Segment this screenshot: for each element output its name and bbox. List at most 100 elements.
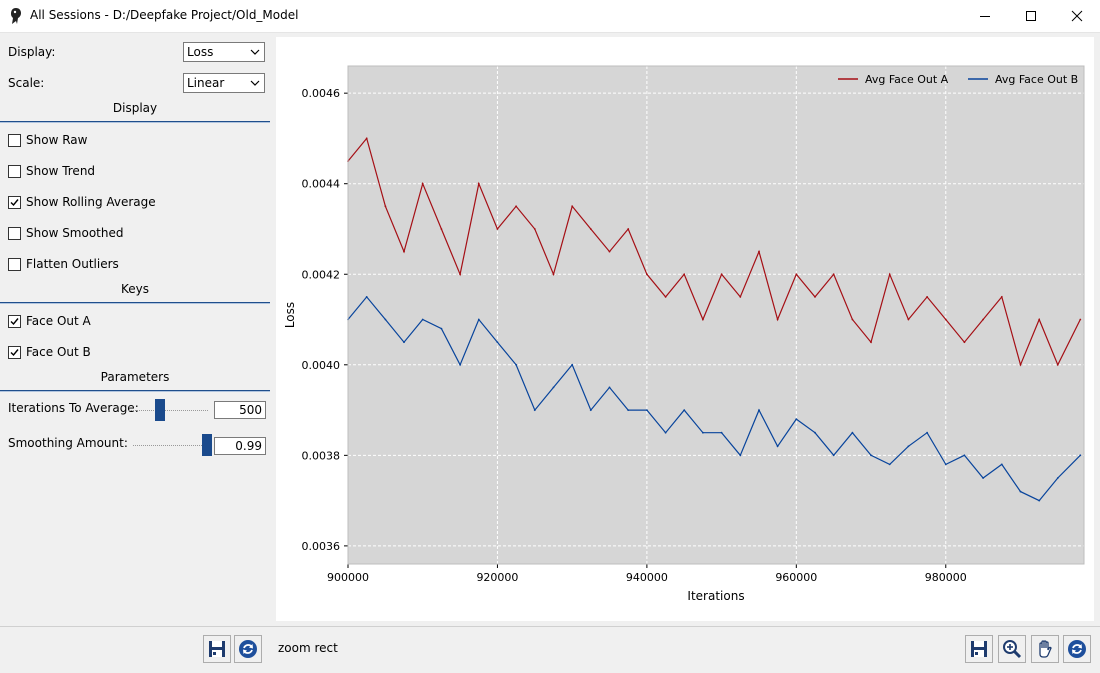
check-icon bbox=[10, 198, 19, 206]
minimize-button[interactable] bbox=[962, 0, 1008, 32]
iterations-slider[interactable] bbox=[128, 410, 208, 411]
option-show-raw[interactable]: Show Raw bbox=[8, 132, 87, 148]
data-point bbox=[440, 327, 443, 330]
iterations-input[interactable]: 500 bbox=[214, 401, 266, 419]
option-show-smoothed[interactable]: Show Smoothed bbox=[8, 225, 124, 241]
option-show-rolling-average[interactable]: Show Rolling Average bbox=[8, 194, 156, 210]
y-tick-label: 0.0040 bbox=[302, 359, 341, 372]
data-point bbox=[776, 445, 779, 448]
data-point bbox=[403, 250, 405, 253]
options-sidebar: Display: Loss Scale: Linear Display Show… bbox=[0, 33, 276, 625]
key-face-out-b[interactable]: Face Out B bbox=[8, 344, 91, 360]
app-icon bbox=[11, 8, 21, 24]
section-divider bbox=[0, 121, 270, 123]
x-tick-label: 980000 bbox=[925, 571, 967, 584]
data-point bbox=[814, 431, 816, 434]
data-point bbox=[1056, 477, 1059, 479]
data-point bbox=[963, 341, 966, 344]
smoothing-slider-handle[interactable] bbox=[202, 434, 213, 456]
data-point bbox=[888, 273, 891, 276]
data-point bbox=[627, 409, 630, 411]
option-label: Show Smoothed bbox=[26, 226, 124, 240]
data-point bbox=[944, 318, 947, 321]
data-point bbox=[440, 228, 443, 230]
checkbox[interactable] bbox=[8, 164, 21, 178]
close-button[interactable] bbox=[1054, 0, 1100, 32]
series-line-face-out-a bbox=[347, 137, 1081, 367]
loss-chart[interactable]: 900000 920000 940000 960000 980000 0.0036 0.00… bbox=[276, 37, 1094, 621]
data-point bbox=[384, 205, 387, 208]
data-point bbox=[421, 318, 424, 321]
data-point bbox=[477, 318, 480, 321]
data-point bbox=[888, 463, 891, 466]
smoothing-input[interactable]: 0.99 bbox=[214, 437, 266, 455]
x-tick-label: 900000 bbox=[327, 571, 369, 584]
option-label: Flatten Outliers bbox=[26, 257, 119, 271]
y-tick-label: 0.0044 bbox=[302, 178, 341, 191]
data-point bbox=[720, 273, 723, 276]
graph-panel: 900000 920000 940000 960000 980000 0.0036 0.00… bbox=[276, 37, 1094, 621]
data-point bbox=[683, 273, 686, 276]
data-point bbox=[1000, 296, 1003, 298]
save-figure-button[interactable] bbox=[965, 635, 993, 663]
refresh-button[interactable] bbox=[234, 635, 262, 663]
data-point bbox=[365, 296, 368, 298]
save-button[interactable] bbox=[203, 635, 231, 663]
data-point bbox=[683, 409, 686, 411]
data-point bbox=[926, 296, 928, 298]
data-point bbox=[459, 363, 461, 366]
check-icon bbox=[10, 317, 19, 325]
y-axis-label: Loss bbox=[283, 302, 297, 328]
option-flatten-outliers[interactable]: Flatten Outliers bbox=[8, 256, 119, 272]
checkbox[interactable] bbox=[8, 257, 21, 271]
data-point bbox=[758, 409, 760, 411]
data-point bbox=[907, 445, 910, 448]
x-tick-label: 940000 bbox=[626, 571, 668, 584]
option-show-trend[interactable]: Show Trend bbox=[8, 163, 95, 179]
display-select[interactable]: Loss bbox=[183, 42, 265, 62]
data-point bbox=[403, 341, 405, 344]
data-point bbox=[795, 418, 798, 420]
minimize-icon bbox=[980, 16, 990, 17]
data-point bbox=[515, 363, 517, 366]
data-point bbox=[814, 296, 816, 298]
section-parameters-heading: Parameters bbox=[100, 370, 170, 384]
reload-button[interactable] bbox=[1063, 635, 1091, 663]
data-point bbox=[963, 454, 966, 457]
data-point bbox=[720, 431, 723, 434]
data-point bbox=[664, 296, 667, 298]
iterations-slider-handle[interactable] bbox=[155, 399, 165, 421]
data-point bbox=[1038, 499, 1041, 502]
data-point bbox=[907, 318, 910, 321]
pan-button[interactable] bbox=[1031, 635, 1059, 663]
plot-area bbox=[348, 66, 1084, 564]
data-point bbox=[851, 318, 854, 321]
legend-label-b: Avg Face Out B bbox=[995, 73, 1078, 86]
checkbox[interactable] bbox=[8, 226, 21, 240]
smoothing-slider[interactable] bbox=[133, 445, 208, 446]
checkbox[interactable] bbox=[8, 195, 21, 209]
data-point bbox=[646, 409, 648, 411]
legend-label-a: Avg Face Out A bbox=[865, 73, 949, 86]
data-point bbox=[552, 386, 555, 389]
checkbox[interactable] bbox=[8, 133, 21, 147]
plot-border bbox=[347, 65, 1085, 565]
scale-select[interactable]: Linear bbox=[183, 73, 265, 93]
section-divider bbox=[0, 390, 270, 392]
maximize-button[interactable] bbox=[1008, 0, 1054, 32]
data-point bbox=[496, 341, 499, 344]
zoom-button[interactable] bbox=[998, 635, 1026, 663]
x-tick-label: 960000 bbox=[775, 571, 817, 584]
checkbox[interactable] bbox=[8, 345, 21, 359]
data-point bbox=[702, 431, 704, 434]
data-point bbox=[459, 273, 461, 276]
series-line-face-out-b bbox=[347, 295, 1081, 502]
scale-label: Scale: bbox=[8, 76, 45, 90]
data-point bbox=[870, 454, 872, 457]
data-point bbox=[477, 182, 480, 185]
key-label: Face Out B bbox=[26, 345, 91, 359]
close-icon bbox=[1071, 10, 1083, 22]
checkbox[interactable] bbox=[8, 314, 21, 328]
key-face-out-a[interactable]: Face Out A bbox=[8, 313, 91, 329]
data-point bbox=[608, 250, 611, 253]
